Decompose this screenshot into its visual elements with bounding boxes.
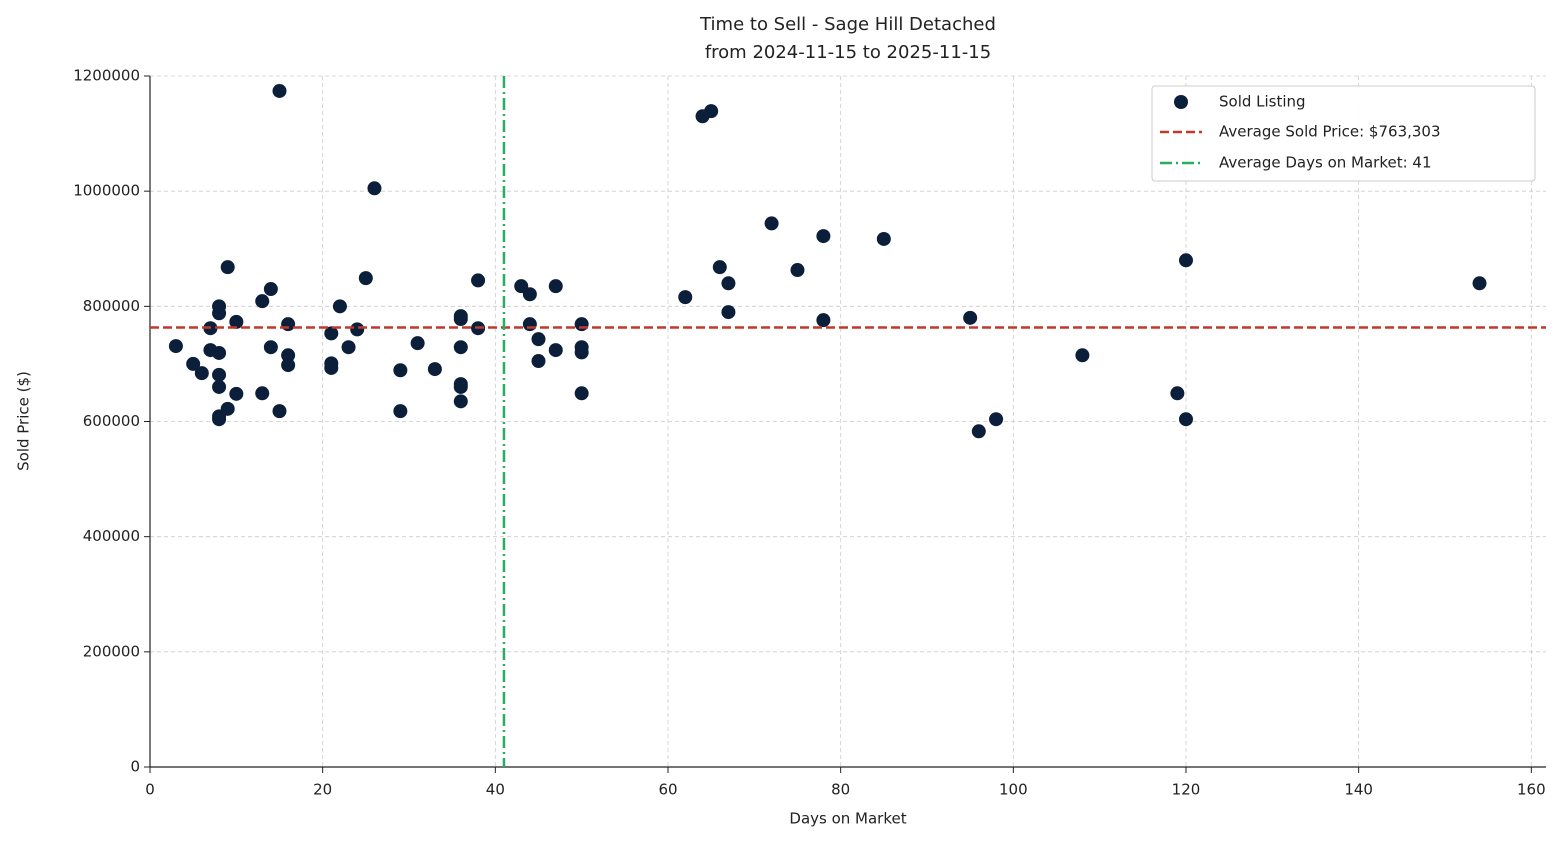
x-tick-label: 80 [831, 781, 850, 799]
point [721, 305, 736, 320]
point [350, 322, 365, 337]
point [332, 299, 347, 314]
point [678, 290, 693, 305]
point [367, 181, 382, 196]
point [453, 379, 468, 394]
point [816, 229, 831, 244]
point [471, 273, 486, 288]
point [272, 404, 287, 419]
point [255, 386, 270, 401]
point [963, 310, 978, 325]
point [574, 317, 589, 332]
point [263, 282, 278, 297]
point [790, 263, 805, 278]
x-tick-label: 40 [486, 781, 505, 799]
point [574, 345, 589, 360]
point [410, 336, 425, 351]
point [341, 340, 356, 355]
point [704, 104, 719, 119]
point [453, 340, 468, 355]
point [453, 394, 468, 409]
point [324, 360, 339, 375]
x-tick-label: 20 [313, 781, 332, 799]
point [971, 424, 986, 439]
point [212, 379, 227, 394]
y-tick-label: 1200000 [73, 67, 140, 85]
y-tick-label: 1000000 [73, 182, 140, 200]
point [764, 216, 779, 231]
point [1170, 386, 1185, 401]
point [220, 401, 235, 416]
point [531, 332, 546, 347]
point [522, 317, 537, 332]
point [531, 354, 546, 369]
point [194, 366, 209, 381]
point [721, 276, 736, 291]
chart-title: Time to Sell - Sage Hill Detached [699, 14, 996, 35]
point [1075, 348, 1090, 363]
point [324, 326, 339, 341]
point [1178, 253, 1193, 268]
point [212, 367, 227, 382]
x-tick-label: 0 [145, 781, 155, 799]
point [186, 356, 201, 371]
point [281, 358, 296, 373]
point [263, 340, 278, 355]
y-tick-label: 400000 [83, 527, 140, 545]
y-tick-label: 800000 [83, 297, 140, 315]
point [393, 363, 408, 378]
x-tick-label: 160 [1517, 781, 1546, 799]
point [574, 386, 589, 401]
point [229, 314, 244, 329]
legend-box [1151, 85, 1536, 182]
point [255, 294, 270, 309]
point [272, 83, 287, 98]
point [358, 271, 373, 286]
chart-subtitle: from 2024-11-15 to 2025-11-15 [705, 42, 991, 63]
legend-label: Average Days on Market: 41 [1219, 154, 1432, 172]
point [212, 412, 227, 427]
point [281, 348, 296, 363]
point [989, 412, 1004, 427]
point [1178, 412, 1193, 427]
point [393, 404, 408, 419]
y-tick-label: 0 [130, 758, 140, 776]
x-tick-label: 100 [999, 781, 1028, 799]
x-axis-label: Days on Market [789, 810, 906, 828]
point [453, 312, 468, 327]
y-axis-label: Sold Price ($) [15, 371, 33, 471]
legend-label: Average Sold Price: $763,303 [1219, 123, 1441, 141]
point [876, 231, 891, 246]
legend-label: Sold Listing [1219, 93, 1306, 111]
point [229, 386, 244, 401]
point [522, 287, 537, 302]
x-tick-label: 120 [1172, 781, 1201, 799]
point [816, 313, 831, 328]
x-tick-label: 60 [658, 781, 677, 799]
point [427, 362, 442, 377]
y-tick-label: 200000 [83, 642, 140, 660]
y-tick-label: 600000 [83, 412, 140, 430]
point [712, 260, 727, 275]
x-tick-label: 140 [1344, 781, 1373, 799]
point [281, 317, 296, 332]
point [548, 279, 563, 294]
point [1472, 276, 1487, 291]
point [168, 339, 183, 354]
point [212, 306, 227, 321]
point [548, 343, 563, 358]
legend-marker [1174, 95, 1188, 109]
point [212, 345, 227, 360]
point [220, 260, 235, 275]
